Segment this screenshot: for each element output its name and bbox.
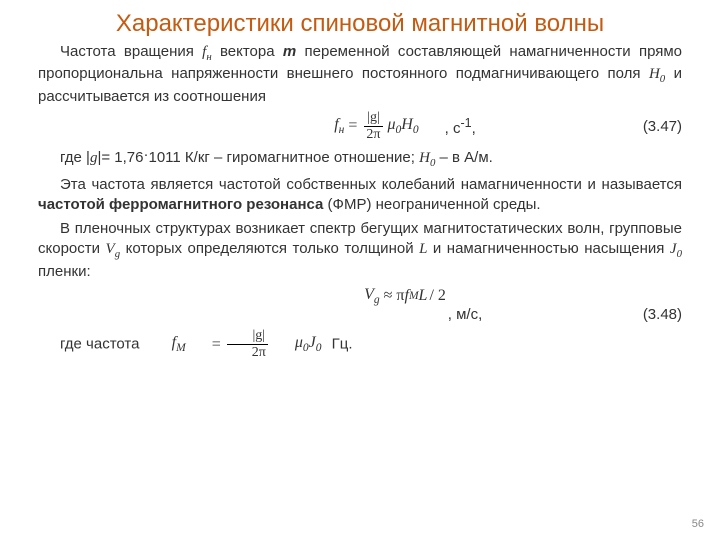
var-J0: J0	[670, 241, 682, 257]
text: Эта частота является частотой собственны…	[60, 176, 682, 193]
var-H0-2: H0	[419, 150, 435, 166]
paragraph-5: где частота fM = |g|2π μ0J0 Гц.	[38, 329, 682, 360]
text: Частота вращения	[60, 43, 202, 60]
equation-348-unit: , м/с,	[448, 306, 482, 323]
text: вектора	[212, 43, 283, 60]
equation-347: fн = |g|2π μ0H0	[334, 111, 418, 142]
text: (ФМР) неограниченной среды.	[323, 196, 540, 213]
text: Гц.	[332, 336, 353, 353]
equation-348-unit-row: , м/с, (3.48)	[38, 306, 682, 323]
text: где |	[60, 149, 90, 166]
paragraph-3: Эта частота является частотой собственны…	[38, 175, 682, 216]
term-fmr: частотой ферромагнитного резонанса	[38, 196, 323, 213]
equation-348-row: Vg ≈ πfML / 2	[38, 286, 682, 306]
equation-347-number: (3.47)	[612, 118, 682, 135]
page-number: 56	[692, 518, 704, 530]
paragraph-2: где |g|= 1,76·1011 К/кг – гиромагнитное …	[38, 148, 682, 171]
var-Vg: Vg	[106, 241, 121, 257]
var-m: m	[283, 43, 296, 60]
equation-348-number: (3.48)	[612, 306, 682, 323]
page-title: Характеристики спиновой магнитной волны	[38, 10, 682, 38]
var-f: fн	[202, 44, 212, 60]
text: ·	[144, 146, 149, 163]
text: где частота	[60, 336, 139, 353]
var-H0: H0	[649, 66, 665, 82]
equation-fm: fM = |g|2π μ0J0	[150, 329, 322, 360]
equation-348: Vg ≈ πfML / 2	[364, 286, 446, 306]
text: |= 1,76	[97, 149, 143, 166]
equation-347-unit: , с-1,	[445, 116, 476, 137]
text: которых определяются только толщиной	[120, 240, 419, 257]
text: и намагниченностью насыщения	[427, 240, 670, 257]
equation-347-row: fн = |g|2π μ0H0 , с-1, (3.47)	[38, 111, 682, 142]
text: пленки:	[38, 263, 91, 280]
paragraph-1: Частота вращения fн вектора m переменной…	[38, 42, 682, 107]
paragraph-4: В пленочных структурах возникает спектр …	[38, 219, 682, 282]
text: – в А/м.	[435, 149, 492, 166]
text: 1011 К/кг – гиромагнитное отношение;	[149, 149, 420, 166]
